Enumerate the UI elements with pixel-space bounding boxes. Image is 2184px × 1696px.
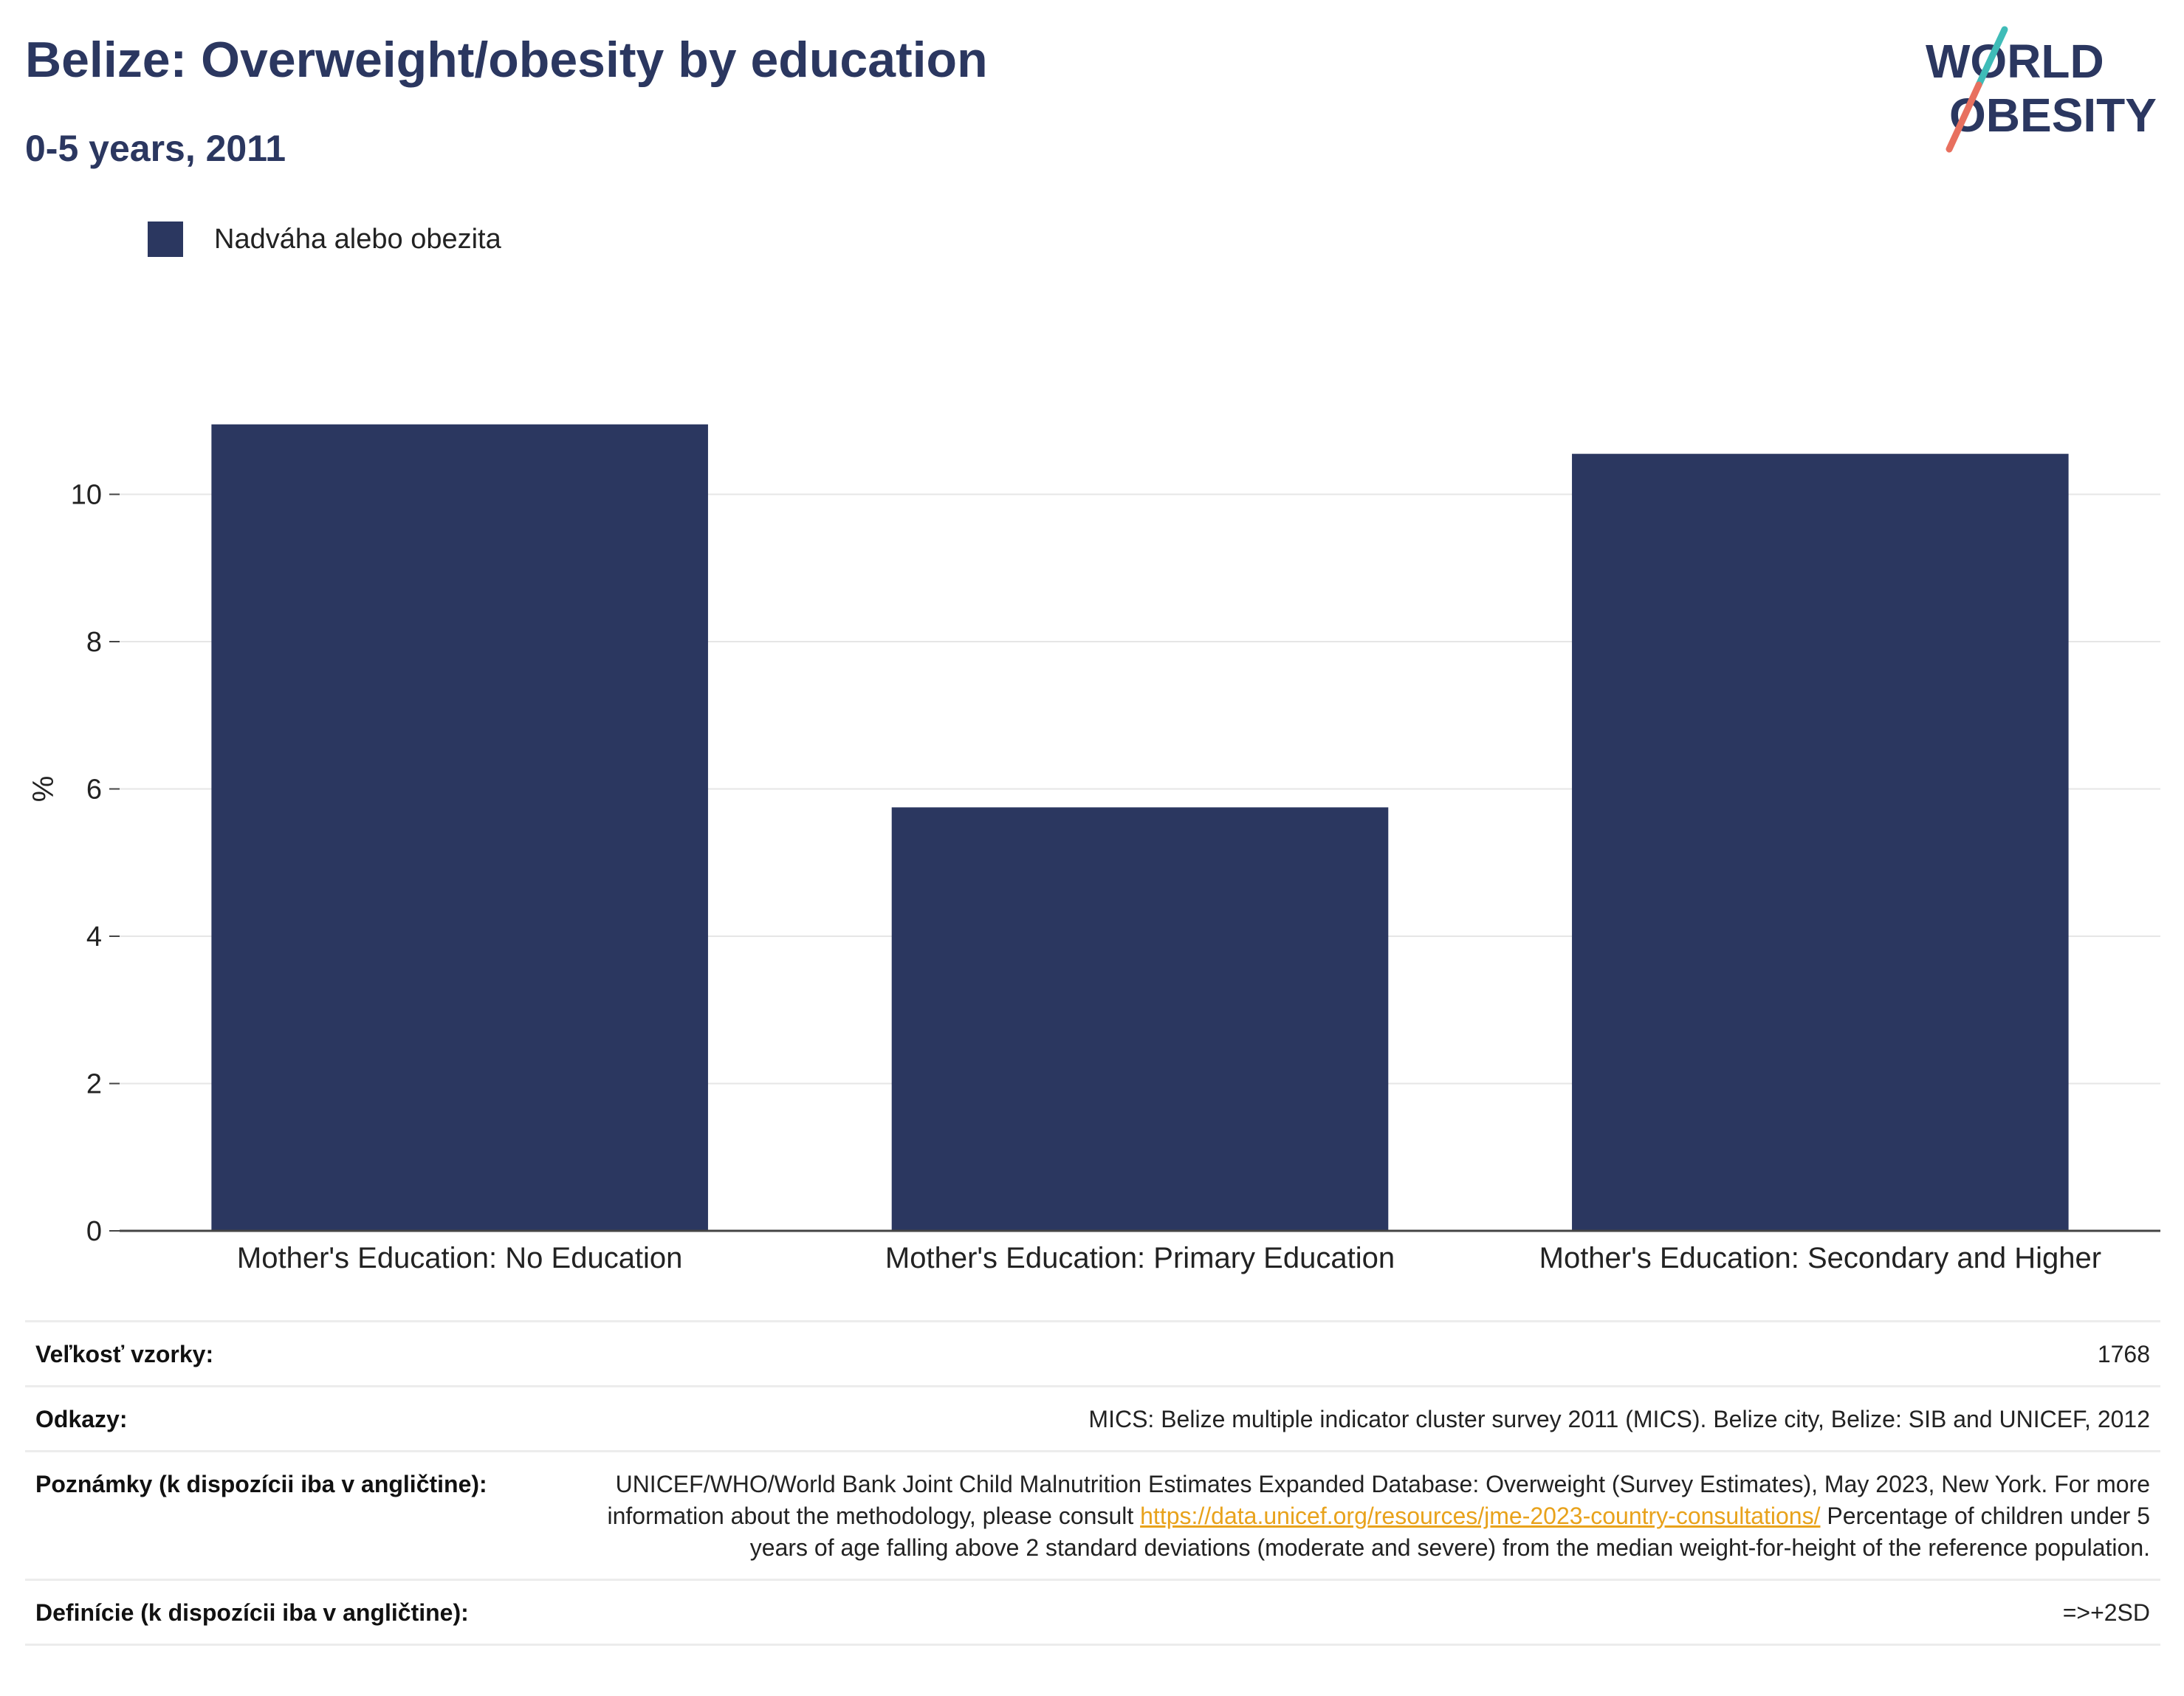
x-tick-label: Mother's Education: Secondary and Higher [1539, 1242, 2101, 1274]
legend-label: Nadváha alebo obezita [214, 223, 501, 255]
logo-line1: WORLD [1926, 35, 2104, 88]
y-tick-label: 8 [86, 627, 102, 658]
meta-key: Veľkosť vzorky: [35, 1341, 214, 1367]
meta-key: Poznámky (k dispozícii iba v angličtine)… [35, 1471, 487, 1497]
logo-slash-bottom [1946, 81, 1982, 153]
meta-row-notes: Poznámky (k dispozícii iba v angličtine)… [25, 1450, 2160, 1579]
meta-value: 1768 [2097, 1341, 2150, 1367]
y-tick-label: 2 [86, 1069, 102, 1100]
meta-row-sample-size: Veľkosť vzorky: 1768 [25, 1320, 2160, 1385]
logo-slash-top [1975, 26, 2008, 89]
notes-text: UNICEF/WHO/World Bank Joint Child Malnut… [607, 1471, 2150, 1529]
y-tick-label: 4 [86, 921, 102, 952]
x-tick-label: Mother's Education: No Education [237, 1242, 683, 1274]
y-tick-label: 10 [71, 480, 102, 511]
chart-subtitle: 0-5 years, 2011 [25, 128, 286, 169]
y-axis-label: % [27, 776, 60, 803]
world-obesity-logo: WORLD OBESITY [1926, 26, 2157, 153]
legend: Nadváha alebo obezita [148, 222, 501, 257]
bar [211, 424, 708, 1231]
bar-chart: 0 2 4 6 8 10% Mother's Education: No Education… [27, 424, 2160, 1274]
metadata-table: Veľkosť vzorky: 1768 Odkazy: MICS: Beliz… [25, 1320, 2160, 1646]
legend-swatch [148, 222, 183, 257]
meta-row-references: Odkazy: MICS: Belize multiple indicator … [25, 1385, 2160, 1450]
meta-value-notes: UNICEF/WHO/World Bank Joint Child Malnut… [600, 1469, 2150, 1564]
meta-key: Definície (k dispozícii iba v angličtine… [35, 1599, 469, 1626]
bar [891, 807, 1389, 1231]
meta-value: MICS: Belize multiple indicator cluster … [1088, 1406, 2150, 1432]
meta-key: Odkazy: [35, 1406, 128, 1432]
bar [1572, 453, 2069, 1232]
x-tick-label: Mother's Education: Primary Education [885, 1242, 1395, 1274]
y-tick-label: 6 [86, 775, 102, 806]
logo-line2: OBESITY [1949, 89, 2157, 142]
methodology-link[interactable]: https://data.unicef.org/resources/jme-20… [1140, 1503, 1821, 1529]
y-tick-label: 0 [86, 1216, 102, 1247]
meta-value: =>+2SD [2062, 1599, 2150, 1626]
chart-title: Belize: Overweight/obesity by education [25, 32, 988, 88]
meta-row-definitions: Definície (k dispozícii iba v angličtine… [25, 1579, 2160, 1646]
notes-definition: Percentage of children under 5 years of … [749, 1503, 2150, 1561]
